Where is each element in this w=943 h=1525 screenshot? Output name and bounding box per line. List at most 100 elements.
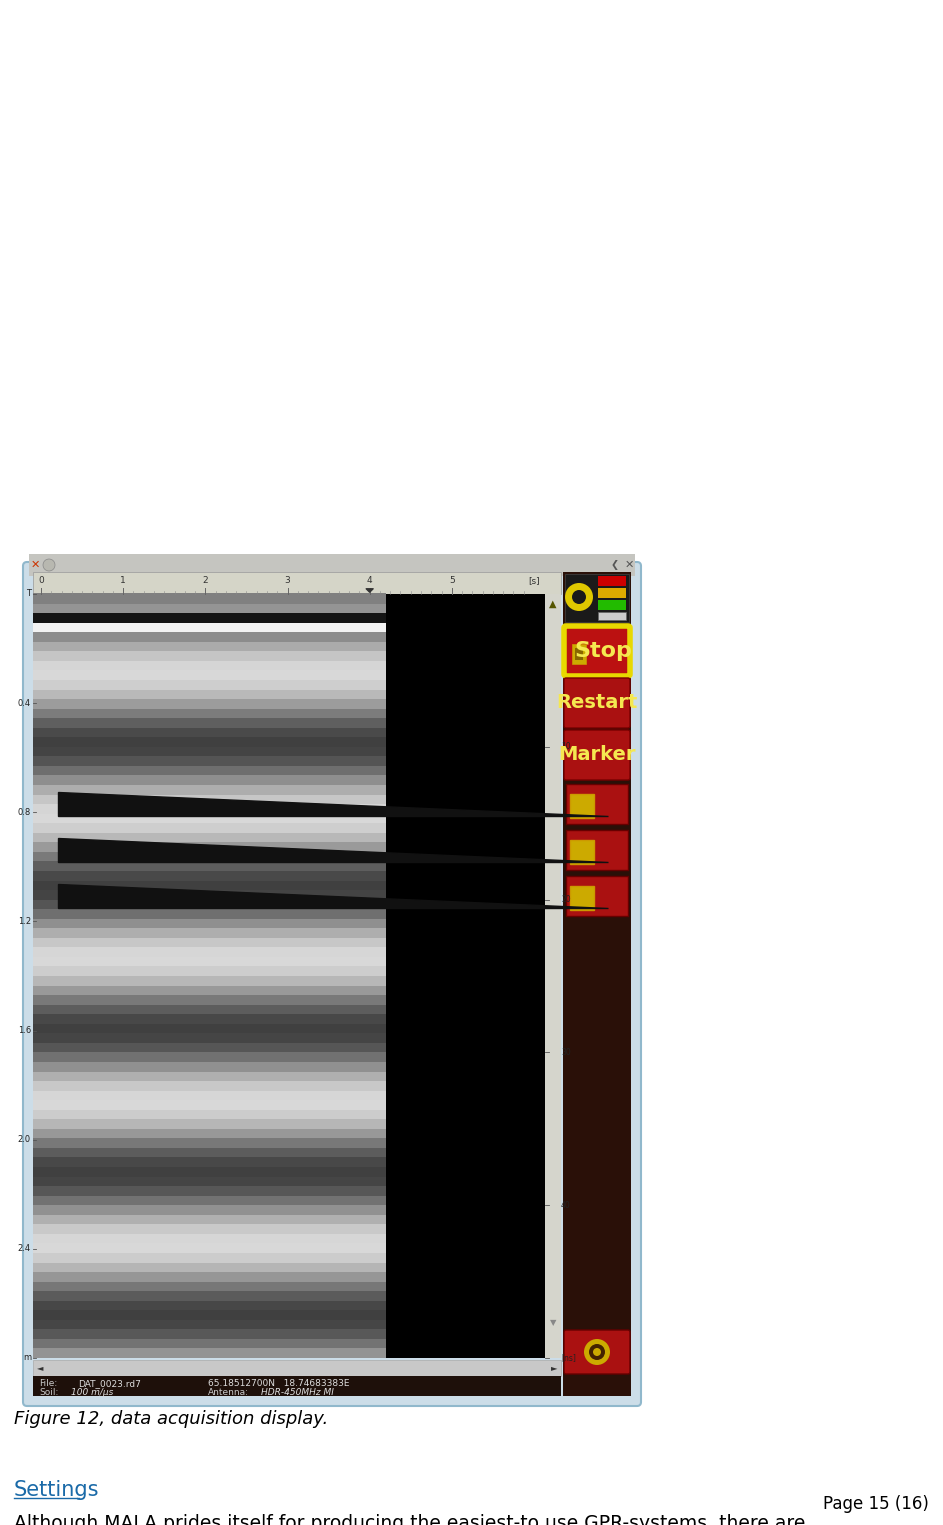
Polygon shape — [58, 884, 608, 907]
Bar — [33, 1167, 386, 1177]
Bar — [33, 1196, 386, 1205]
Text: 30: 30 — [561, 1048, 571, 1057]
Bar — [33, 737, 386, 747]
Text: 2: 2 — [203, 576, 208, 586]
Bar — [33, 956, 386, 967]
Bar — [33, 640, 386, 651]
Bar — [33, 1032, 386, 1043]
Bar — [33, 755, 386, 766]
Circle shape — [589, 1344, 605, 1360]
Circle shape — [565, 583, 593, 612]
Text: 20: 20 — [561, 895, 571, 904]
Bar — [33, 679, 386, 689]
Text: ►: ► — [551, 1363, 557, 1373]
Bar — [570, 886, 594, 910]
Text: 100 m/μs: 100 m/μs — [71, 1388, 113, 1397]
Bar — [545, 595, 561, 1357]
Text: Settings: Settings — [14, 1479, 100, 1501]
Bar — [33, 1310, 386, 1319]
Text: 1.2: 1.2 — [18, 917, 31, 926]
Bar — [33, 1290, 386, 1301]
Text: [ns]: [ns] — [561, 1354, 576, 1362]
Text: 2.0: 2.0 — [18, 1135, 31, 1144]
Text: T: T — [26, 590, 31, 598]
Bar — [33, 936, 386, 947]
Bar — [33, 631, 386, 642]
Text: [s]: [s] — [528, 576, 539, 586]
Text: Stop: Stop — [574, 640, 632, 660]
Bar — [33, 622, 386, 633]
Bar — [33, 593, 386, 604]
Bar — [33, 1003, 386, 1014]
Bar — [33, 689, 386, 698]
Bar — [547, 595, 559, 1337]
Bar — [33, 909, 386, 918]
Text: ▼: ▼ — [550, 1319, 556, 1327]
Bar — [33, 947, 386, 956]
Bar — [570, 795, 594, 817]
Bar — [33, 660, 386, 671]
Bar — [33, 1080, 386, 1090]
Bar — [33, 1328, 386, 1339]
Text: HDR-450MHz MI: HDR-450MHz MI — [261, 1388, 334, 1397]
Polygon shape — [58, 839, 608, 862]
Bar — [33, 669, 386, 680]
Bar — [33, 613, 386, 622]
Bar — [33, 1138, 386, 1148]
Bar — [33, 927, 386, 938]
Bar — [33, 1376, 561, 1395]
Bar — [33, 717, 386, 727]
Text: m: m — [23, 1354, 31, 1362]
Bar — [33, 1156, 386, 1167]
Text: 3: 3 — [285, 576, 290, 586]
Text: ✕: ✕ — [30, 560, 40, 570]
FancyBboxPatch shape — [23, 563, 641, 1406]
Text: ❮: ❮ — [611, 560, 619, 570]
Bar — [33, 775, 386, 785]
FancyBboxPatch shape — [564, 625, 630, 676]
Bar — [33, 1299, 386, 1310]
Bar — [33, 985, 386, 996]
Bar — [33, 994, 386, 1005]
Bar — [33, 813, 386, 824]
Polygon shape — [58, 791, 608, 816]
Text: ▲: ▲ — [549, 599, 556, 608]
Bar — [33, 1147, 386, 1157]
Bar — [29, 554, 635, 576]
Text: Restart: Restart — [556, 694, 637, 712]
Bar — [33, 1272, 386, 1281]
Bar — [33, 860, 386, 871]
Bar — [33, 1337, 386, 1348]
Circle shape — [43, 560, 55, 570]
Text: File:: File: — [39, 1379, 58, 1388]
Bar — [33, 572, 561, 595]
Text: DAT_0023.rd7: DAT_0023.rd7 — [78, 1379, 141, 1388]
Bar — [33, 889, 386, 900]
Bar — [33, 918, 386, 929]
Bar — [33, 698, 386, 709]
Bar — [33, 851, 386, 862]
Bar — [33, 1319, 386, 1330]
Bar — [598, 576, 626, 586]
Text: Figure 12, data acquisition display.: Figure 12, data acquisition display. — [14, 1411, 328, 1427]
FancyBboxPatch shape — [564, 730, 630, 779]
Bar — [33, 1281, 386, 1292]
Bar — [33, 1261, 386, 1272]
Bar — [598, 589, 626, 598]
Bar — [566, 784, 628, 824]
Bar — [386, 595, 561, 1357]
Text: 1: 1 — [121, 576, 126, 586]
Bar — [33, 708, 386, 718]
Bar — [33, 965, 386, 976]
Bar — [548, 615, 558, 674]
Bar — [33, 1243, 386, 1254]
Bar — [566, 830, 628, 869]
Text: 65.18512700N   18.74683383E: 65.18512700N 18.74683383E — [208, 1379, 350, 1388]
Bar — [33, 1128, 386, 1138]
Text: 0.4: 0.4 — [18, 698, 31, 708]
Text: 1.6: 1.6 — [18, 1026, 31, 1035]
Bar — [33, 1348, 386, 1357]
Bar — [33, 1214, 386, 1225]
Bar — [33, 898, 386, 909]
Bar — [33, 793, 386, 804]
